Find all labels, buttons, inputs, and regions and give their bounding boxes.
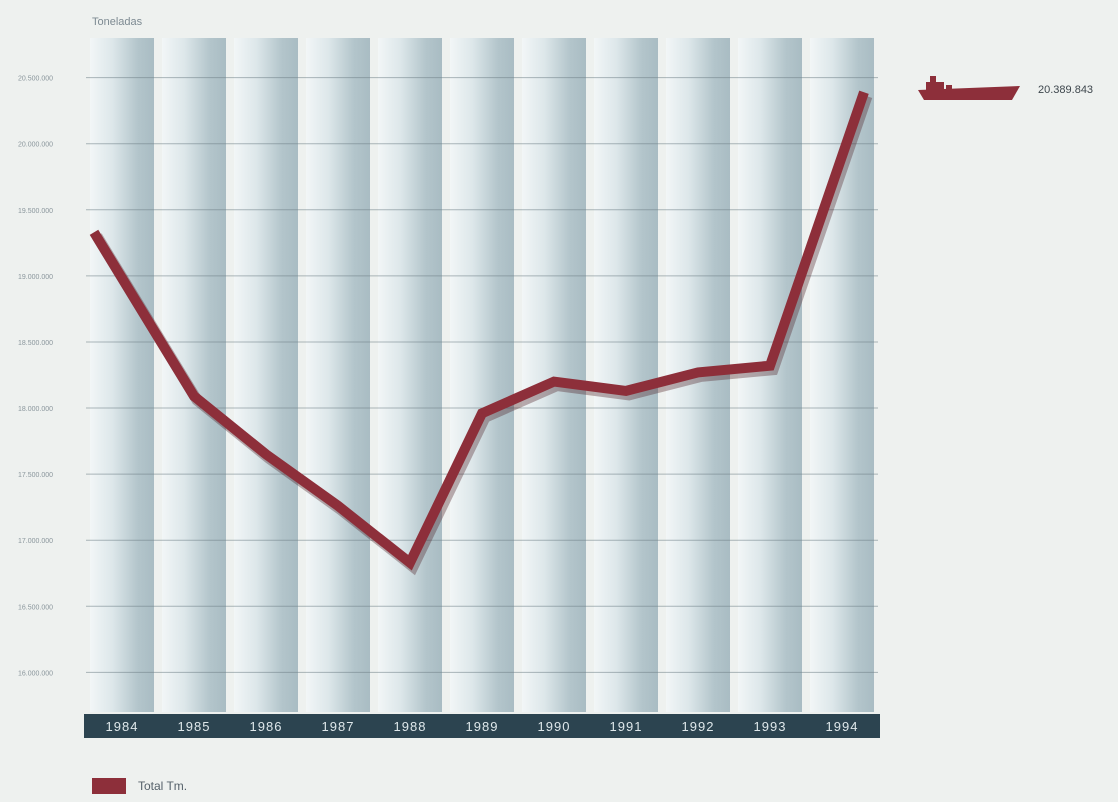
x-tick-label: 1991 (610, 719, 643, 734)
legend-label: Total Tm. (138, 779, 188, 793)
year-column (810, 38, 874, 712)
ship-icon (918, 76, 1020, 100)
final-value-label: 20.389.843 (1038, 84, 1094, 96)
x-tick-label: 1987 (322, 719, 355, 734)
y-tick-label: 18.000.000 (18, 406, 53, 413)
x-tick-label: 1989 (466, 719, 499, 734)
year-column (522, 38, 586, 712)
y-tick-label: 19.500.000 (18, 208, 53, 215)
data-point (553, 381, 555, 383)
x-axis-band (84, 714, 880, 738)
series-line-total-tm (89, 90, 869, 571)
y-tick-label: 18.500.000 (18, 340, 53, 347)
y-tick-label: 20.000.000 (18, 142, 53, 149)
y-tick-label: 20.500.000 (18, 76, 53, 83)
x-tick-label: 1986 (250, 719, 283, 734)
data-point (863, 91, 865, 93)
data-point (337, 505, 339, 507)
y-tick-label: 16.000.000 (18, 670, 53, 677)
data-point (193, 395, 195, 397)
legend-swatch (92, 778, 126, 794)
y-tick-label: 19.000.000 (18, 274, 53, 281)
x-tick-label: 1984 (106, 719, 139, 734)
data-point (93, 231, 95, 233)
year-column (234, 38, 298, 712)
y-tick-label: 17.000.000 (18, 538, 53, 545)
data-point (481, 412, 483, 414)
year-column (378, 38, 442, 712)
x-tick-label: 1993 (754, 719, 787, 734)
data-point (769, 365, 771, 367)
data-point (265, 453, 267, 455)
y-tick-label: 16.500.000 (18, 604, 53, 611)
x-tick-label: 1994 (826, 719, 859, 734)
year-column (738, 38, 802, 712)
year-column (450, 38, 514, 712)
legend: Total Tm. (92, 778, 187, 794)
x-tick-label: 1988 (394, 719, 427, 734)
x-tick-label: 1990 (538, 719, 571, 734)
data-point (697, 371, 699, 373)
data-point (409, 562, 411, 564)
year-column (594, 38, 658, 712)
x-tick-label: 1985 (178, 719, 211, 734)
x-tick-label: 1992 (682, 719, 715, 734)
year-column (306, 38, 370, 712)
y-tick-label: 17.500.000 (18, 472, 53, 479)
year-column (90, 38, 154, 712)
y-axis-label: Toneladas (92, 16, 143, 28)
year-column (162, 38, 226, 712)
data-point (625, 390, 627, 392)
